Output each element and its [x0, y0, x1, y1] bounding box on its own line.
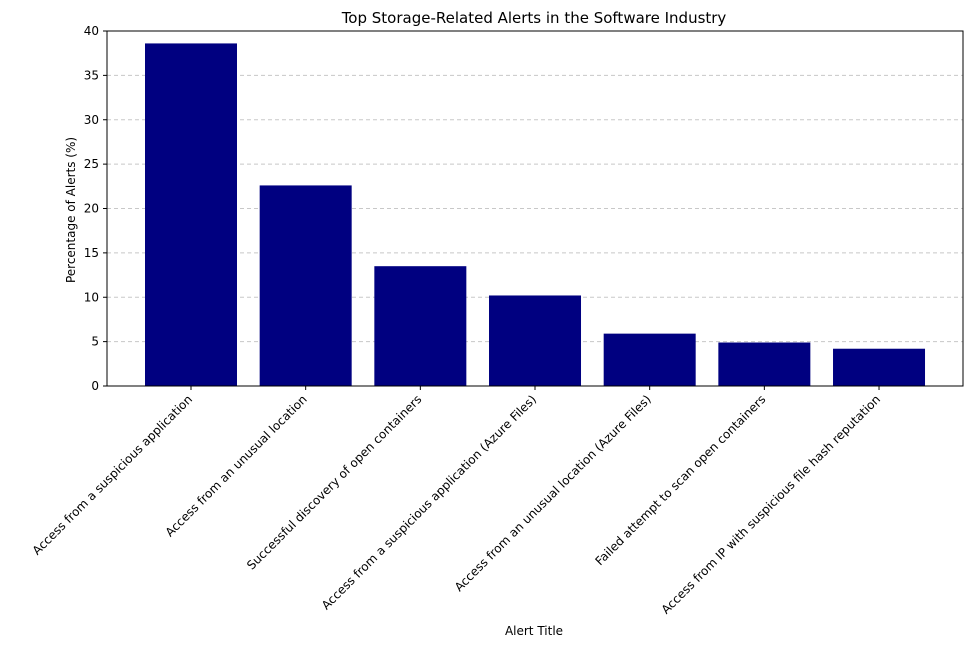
bar: [145, 43, 237, 387]
y-axis-label: Percentage of Alerts (%): [64, 137, 78, 283]
x-tick-label: Successful discovery of open containers: [244, 392, 424, 572]
bar: [833, 348, 926, 386]
x-tick-label: Access from a suspicious application (Az…: [319, 392, 539, 612]
x-tick-label: Access from IP with suspicious file hash…: [659, 392, 884, 617]
y-tick-label: 30: [84, 113, 99, 127]
y-tick-label: 25: [84, 157, 99, 171]
bar: [603, 333, 696, 386]
bar: [718, 342, 811, 386]
y-tick-label: 40: [84, 24, 99, 38]
x-axis-ticks: Access from a suspicious applicationAcce…: [30, 386, 883, 617]
y-tick-label: 0: [91, 379, 99, 393]
x-axis-label: Alert Title: [505, 624, 563, 638]
bars: [145, 43, 926, 387]
x-tick-label: Access from an unusual location: [163, 392, 310, 539]
bar: [489, 295, 582, 386]
y-tick-label: 15: [84, 246, 99, 260]
y-axis-ticks: 0 5 10 15 20 25 30 35 40: [84, 24, 107, 393]
bar: [259, 185, 352, 386]
chart-title: Top Storage-Related Alerts in the Softwa…: [341, 9, 727, 27]
x-tick-label: Access from an unusual location (Azure F…: [452, 392, 654, 594]
y-tick-label: 10: [84, 290, 99, 304]
y-tick-label: 35: [84, 68, 99, 82]
y-tick-label: 5: [91, 335, 99, 349]
y-tick-label: 20: [84, 202, 99, 216]
bar: [374, 266, 467, 386]
